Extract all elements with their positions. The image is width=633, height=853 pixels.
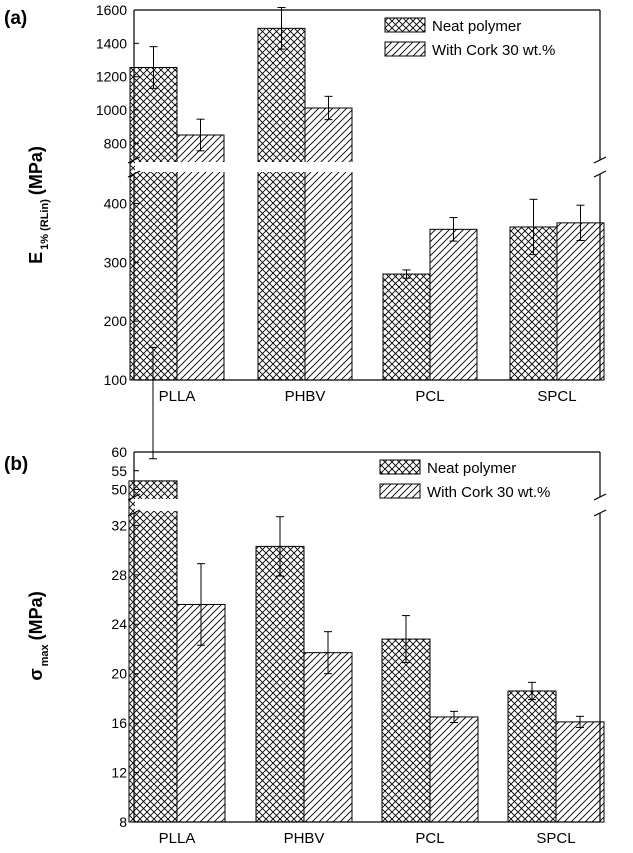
error-bar-spcl-series-1 [529, 198, 538, 256]
y-tick-label: 300 [104, 254, 128, 270]
legend-swatch-series-2 [379, 483, 421, 499]
error-bar-pcl-series-2 [450, 710, 458, 724]
y-tick-label: 8 [119, 814, 127, 830]
x-tick-label-pcl: PCL [415, 388, 444, 405]
x-tick-label-phbv: PHBV [285, 388, 326, 405]
axis-break-gap [135, 162, 599, 172]
panel-a: 100 200 300 400 800 1000 1200 1400 1600 PLLA PHBV P… [4, 2, 607, 405]
error-bar-pcl-series-1 [402, 269, 411, 279]
bar-plla-series-1 [129, 67, 178, 381]
error-bar-phbv-series-1 [276, 516, 284, 577]
bar-spcl-series-2 [555, 721, 605, 823]
legend-swatch-series-2 [384, 41, 426, 57]
error-bar-plla-series-1 [149, 46, 158, 89]
x-tick-label-plla: PLLA [159, 388, 196, 405]
x-tick-label-phbv: PHBV [284, 830, 325, 847]
panel-label: (a) [4, 8, 27, 29]
error-bar-phbv-series-1 [277, 7, 286, 50]
plot-frame [127, 451, 607, 823]
legend-swatch-series-1 [384, 17, 426, 33]
axis-break-gap [135, 499, 599, 511]
error-bar-pcl-series-1 [402, 615, 410, 664]
y-tick-label: 800 [104, 135, 128, 151]
bar-plla-series-1 [128, 480, 178, 823]
y-tick-label: 400 [104, 195, 128, 211]
y-tick-label: 28 [111, 567, 127, 583]
bar-phbv-series-2 [303, 652, 353, 823]
y-tick-label: 1200 [96, 69, 127, 85]
x-tick-label-spcl: SPCL [536, 830, 575, 847]
error-bar-phbv-series-2 [324, 95, 333, 121]
legend-label-series-1: Neat polymer [432, 18, 521, 35]
bar-spcl-series-1 [507, 690, 557, 823]
legend-label-series-1: Neat polymer [427, 460, 516, 477]
y-tick-label: 100 [104, 372, 128, 388]
bar-spcl-series-2 [556, 222, 605, 381]
error-bar-plla-series-2 [196, 118, 205, 152]
y-tick-label: 1400 [96, 35, 127, 51]
error-bar-pcl-series-2 [449, 217, 458, 242]
legend-swatch-series-1 [379, 459, 421, 475]
bar-pcl-series-2 [429, 716, 479, 823]
error-bar-plla-series-2 [197, 563, 205, 646]
panel-label: (b) [4, 454, 28, 475]
panel-b: 8 12 16 20 24 28 32 50 55 60 PLLA PHBV PCL SPCL (b) σma… [4, 346, 607, 847]
y-axis-title: σmax(MPa) [26, 591, 51, 680]
error-bar-spcl-series-2 [576, 204, 585, 242]
legend: Neat polymer With Cork 30 wt.% [379, 459, 550, 501]
y-tick-label: 12 [111, 765, 127, 781]
plot-frame [127, 9, 607, 381]
y-tick-label: 24 [111, 616, 127, 632]
y-tick-label: 60 [111, 444, 127, 460]
error-bar-plla-series-1 [149, 346, 157, 460]
error-bar-spcl-series-1 [528, 681, 536, 701]
y-axis-title: E1% (RLin)(MPa) [26, 146, 51, 264]
bar-pcl-series-1 [381, 638, 431, 823]
y-tick-label: 200 [104, 313, 128, 329]
bar-phbv-series-2 [304, 107, 353, 381]
y-tick-label: 1000 [96, 102, 127, 118]
bar-pcl-series-2 [429, 228, 478, 381]
bar-phbv-series-1 [255, 545, 305, 823]
y-tick-label: 20 [111, 666, 127, 682]
legend: Neat polymer With Cork 30 wt.% [384, 17, 555, 59]
bar-pcl-series-1 [382, 273, 431, 381]
error-bar-phbv-series-2 [324, 631, 332, 675]
legend-label-series-2: With Cork 30 wt.% [427, 484, 550, 501]
y-tick-label: 16 [111, 715, 127, 731]
legend-label-series-2: With Cork 30 wt.% [432, 42, 555, 59]
x-tick-label-pcl: PCL [415, 830, 444, 847]
error-bar-spcl-series-2 [576, 715, 584, 728]
y-tick-label: 50 [111, 482, 127, 498]
y-tick-label: 55 [111, 463, 127, 479]
bar-phbv-series-1 [257, 27, 306, 381]
x-tick-label-plla: PLLA [159, 830, 196, 847]
y-tick-label: 32 [111, 517, 127, 533]
x-tick-label-spcl: SPCL [537, 388, 576, 405]
y-tick-label: 1600 [96, 2, 127, 18]
